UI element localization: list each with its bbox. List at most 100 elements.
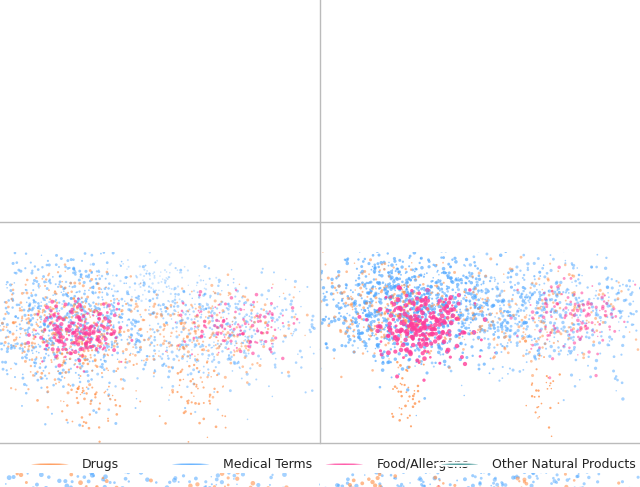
Point: [406, 329, 416, 337]
Point: [40, 325, 50, 333]
Point: [233, 305, 243, 313]
Point: [569, 312, 579, 319]
Point: [386, 345, 396, 353]
Point: [193, 357, 204, 365]
Point: [66, 365, 76, 373]
Point: [474, 272, 484, 280]
Point: [83, 273, 93, 281]
Point: [270, 361, 280, 369]
Point: [396, 317, 406, 324]
Point: [498, 363, 508, 371]
Point: [176, 341, 186, 349]
Point: [547, 284, 557, 292]
Point: [406, 300, 416, 307]
Point: [179, 335, 189, 342]
Point: [84, 286, 94, 294]
Point: [433, 324, 444, 332]
Point: [91, 462, 101, 470]
Point: [433, 318, 443, 325]
Point: [343, 475, 353, 483]
Point: [52, 348, 62, 356]
Point: [78, 311, 88, 319]
Point: [424, 321, 434, 329]
Point: [100, 335, 111, 343]
Point: [233, 320, 243, 328]
Point: [490, 238, 500, 246]
Point: [365, 332, 376, 340]
Point: [99, 333, 109, 340]
Point: [268, 340, 278, 348]
Point: [269, 349, 280, 357]
Point: [539, 280, 549, 287]
Point: [28, 467, 38, 475]
Point: [342, 268, 352, 276]
Point: [497, 325, 508, 333]
Point: [25, 317, 35, 325]
Point: [74, 356, 84, 364]
Point: [271, 353, 282, 360]
Point: [296, 364, 307, 372]
Point: [87, 251, 97, 259]
Point: [91, 362, 101, 370]
Point: [499, 343, 509, 351]
Point: [422, 325, 432, 333]
Point: [86, 336, 96, 343]
Point: [396, 342, 406, 350]
Point: [337, 289, 347, 297]
Point: [201, 343, 211, 351]
Point: [426, 283, 436, 291]
Point: [371, 294, 381, 301]
Point: [486, 255, 496, 263]
Point: [94, 288, 104, 296]
Point: [497, 375, 508, 382]
Point: [552, 278, 562, 286]
Point: [456, 297, 467, 305]
Point: [415, 296, 425, 304]
Point: [289, 319, 299, 327]
Point: [474, 296, 484, 304]
Point: [410, 329, 420, 337]
Point: [327, 279, 337, 287]
Point: [70, 298, 81, 305]
Point: [408, 334, 418, 341]
Point: [504, 298, 514, 305]
Point: [542, 303, 552, 311]
Point: [446, 296, 456, 303]
Point: [402, 285, 412, 293]
Point: [34, 323, 44, 331]
Point: [517, 301, 527, 309]
Point: [0, 296, 4, 304]
Point: [33, 322, 43, 330]
Point: [376, 259, 387, 266]
Point: [564, 323, 574, 331]
Point: [54, 362, 65, 370]
Point: [99, 300, 109, 308]
Point: [218, 347, 228, 355]
Point: [260, 324, 271, 332]
Point: [116, 262, 126, 270]
Point: [96, 238, 106, 245]
Point: [42, 300, 52, 308]
Point: [230, 337, 241, 345]
Point: [136, 279, 146, 287]
Point: [475, 327, 485, 335]
Point: [235, 323, 245, 331]
Point: [120, 377, 130, 385]
Point: [396, 361, 406, 369]
Point: [511, 286, 522, 294]
Point: [75, 351, 85, 359]
Point: [538, 313, 548, 321]
Point: [101, 300, 111, 307]
Point: [428, 302, 438, 310]
Point: [381, 284, 391, 292]
Point: [198, 399, 209, 407]
Point: [49, 381, 59, 389]
Point: [524, 473, 534, 481]
Point: [196, 277, 206, 284]
Point: [473, 305, 483, 313]
Point: [467, 241, 477, 248]
Point: [406, 316, 417, 323]
Point: [522, 294, 532, 301]
Point: [224, 351, 234, 359]
Point: [81, 355, 91, 362]
